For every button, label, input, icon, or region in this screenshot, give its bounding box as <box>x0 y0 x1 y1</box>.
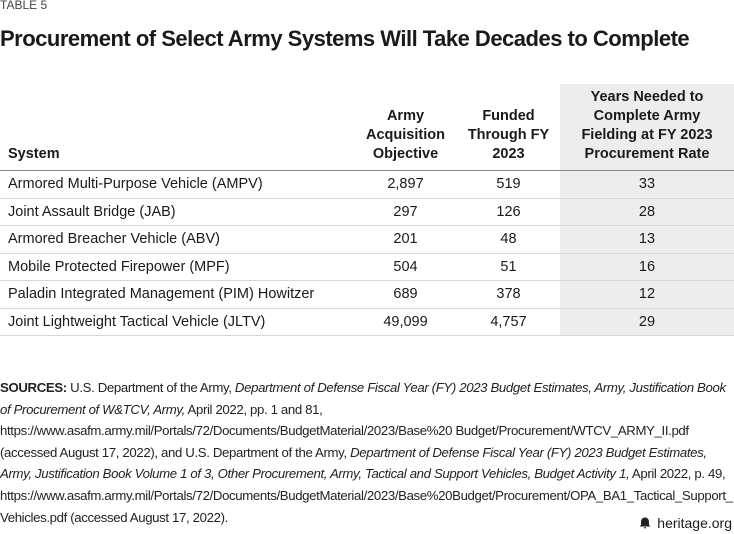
cell-value: 33 <box>560 170 734 199</box>
table-row: Joint Lightweight Tactical Vehicle (JLTV… <box>0 308 734 336</box>
cell-value: 297 <box>354 198 457 226</box>
source-part: April 2022, p. 49, https://www.asafm.arm… <box>0 466 733 525</box>
cell-value: 519 <box>457 170 560 199</box>
system-name: Joint Lightweight Tactical Vehicle (JLTV… <box>0 308 354 336</box>
title: Procurement of Select Army Systems Will … <box>0 26 690 51</box>
table-label: TABLE 5 <box>0 0 48 12</box>
cell-value: 28 <box>560 198 734 226</box>
system-name: Paladin Integrated Management (PIM) Howi… <box>0 280 354 309</box>
cell-value: 48 <box>457 225 560 254</box>
footer-link[interactable]: heritage.org <box>657 515 732 531</box>
source-part: U.S. Department of the Army, <box>70 380 235 395</box>
table-row: Mobile Protected Firepower (MPF) 504 51 16 <box>0 253 734 281</box>
logo-icon <box>639 517 651 529</box>
table-head: System Army Acquisition Objective Funded T… <box>0 84 734 171</box>
source-part: Department of Defense Fiscal Year (FY) 2… <box>0 380 726 417</box>
cell-value: 29 <box>560 308 734 336</box>
table-row: Joint Assault Bridge (JAB) 297 126 28 <box>0 198 734 226</box>
sources: SOURCES: U.S. Department of the Army, De… <box>0 377 733 528</box>
source-part: Department of Defense Fiscal Year (FY) 2… <box>0 444 707 482</box>
system-name: Joint Assault Bridge (JAB) <box>0 198 354 226</box>
cell-value: 12 <box>560 280 734 309</box>
table-row: Armored Multi-Purpose Vehicle (AMPV) 2,89… <box>0 170 734 199</box>
footer: heritage.org <box>639 515 732 531</box>
sources-label: SOURCES: <box>0 380 67 395</box>
cell-value: 201 <box>354 225 457 254</box>
cell-value: 49,099 <box>354 308 457 336</box>
sources-text: U.S. Department of the Army, Department … <box>0 380 733 525</box>
system-name: Armored Multi-Purpose Vehicle (AMPV) <box>0 170 354 199</box>
column-header: Years Needed to Complete Army Fielding a… <box>560 84 734 171</box>
cell-value: 4,757 <box>457 308 560 336</box>
cell-value: 378 <box>457 280 560 309</box>
data-table: System Army Acquisition Objective Funded T… <box>0 84 734 336</box>
table-row: Paladin Integrated Management (PIM) Howi… <box>0 280 734 309</box>
column-header: Funded Through FY 2023 <box>457 84 560 171</box>
cell-value: 51 <box>457 253 560 281</box>
system-name: Mobile Protected Firepower (MPF) <box>0 253 354 281</box>
cell-value: 689 <box>354 280 457 309</box>
cell-value: 16 <box>560 253 734 281</box>
table-row: Armored Breacher Vehicle (ABV) 201 48 13 <box>0 225 734 254</box>
source-part: April 2022, pp. 1 and 81, https://www.as… <box>0 401 689 460</box>
table-body: Armored Multi-Purpose Vehicle (AMPV) 2,89… <box>0 170 734 336</box>
cell-value: 126 <box>457 198 560 226</box>
system-name: Armored Breacher Vehicle (ABV) <box>0 225 354 254</box>
column-header: Army Acquisition Objective <box>354 84 457 171</box>
column-header: System <box>0 84 354 171</box>
cell-value: 504 <box>354 253 457 281</box>
header-row: System Army Acquisition Objective Funded T… <box>0 84 734 171</box>
cell-value: 13 <box>560 225 734 254</box>
cell-value: 2,897 <box>354 170 457 199</box>
